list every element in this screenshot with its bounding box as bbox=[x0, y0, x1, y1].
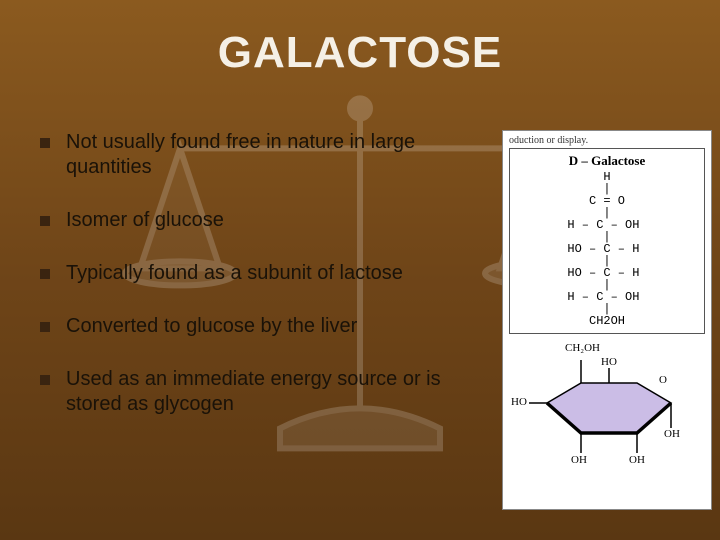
bullet-icon bbox=[40, 322, 50, 332]
fischer-structure: H | C = O | H – C – OH | HO – C – H | HO… bbox=[512, 171, 702, 327]
list-item: Converted to glucose by the liver bbox=[40, 314, 460, 339]
bullet-icon bbox=[40, 138, 50, 148]
slide: GALACTOSE Not usually found free in natu… bbox=[0, 0, 720, 540]
fischer-title: D – Galactose bbox=[512, 153, 702, 169]
list-item: Isomer of glucose bbox=[40, 208, 460, 233]
ring-label-oh: OH bbox=[664, 428, 680, 440]
bullet-text: Converted to glucose by the liver bbox=[66, 314, 357, 339]
ring-label-oh: OH bbox=[629, 454, 645, 466]
figure-caption-fragment: oduction or display. bbox=[509, 135, 705, 146]
fischer-projection: D – Galactose H | C = O | H – C – OH | H… bbox=[509, 148, 705, 334]
page-title: GALACTOSE bbox=[0, 28, 720, 78]
list-item: Not usually found free in nature in larg… bbox=[40, 130, 460, 180]
bullet-text: Not usually found free in nature in larg… bbox=[66, 130, 460, 180]
list-item: Typically found as a subunit of lactose bbox=[40, 261, 460, 286]
bullet-icon bbox=[40, 269, 50, 279]
chemistry-figure-panel: oduction or display. D – Galactose H | C… bbox=[502, 130, 712, 510]
ring-label-ch2oh: CH₂OH bbox=[565, 342, 600, 354]
bullet-list: Not usually found free in nature in larg… bbox=[40, 130, 460, 445]
ring-label-o: O bbox=[659, 374, 667, 386]
bullet-text: Typically found as a subunit of lactose bbox=[66, 261, 403, 286]
ring-label-ho: HO bbox=[511, 396, 527, 408]
ring-label-oh: OH bbox=[571, 454, 587, 466]
list-item: Used as an immediate energy source or is… bbox=[40, 367, 460, 417]
bullet-text: Used as an immediate energy source or is… bbox=[66, 367, 460, 417]
bullet-icon bbox=[40, 375, 50, 385]
haworth-ring: CH₂OH HO HO O OH OH OH bbox=[509, 338, 709, 473]
ring-label-ho-top: HO bbox=[601, 356, 617, 368]
hexose-ring-shape bbox=[547, 383, 671, 433]
bullet-text: Isomer of glucose bbox=[66, 208, 224, 233]
bullet-icon bbox=[40, 216, 50, 226]
